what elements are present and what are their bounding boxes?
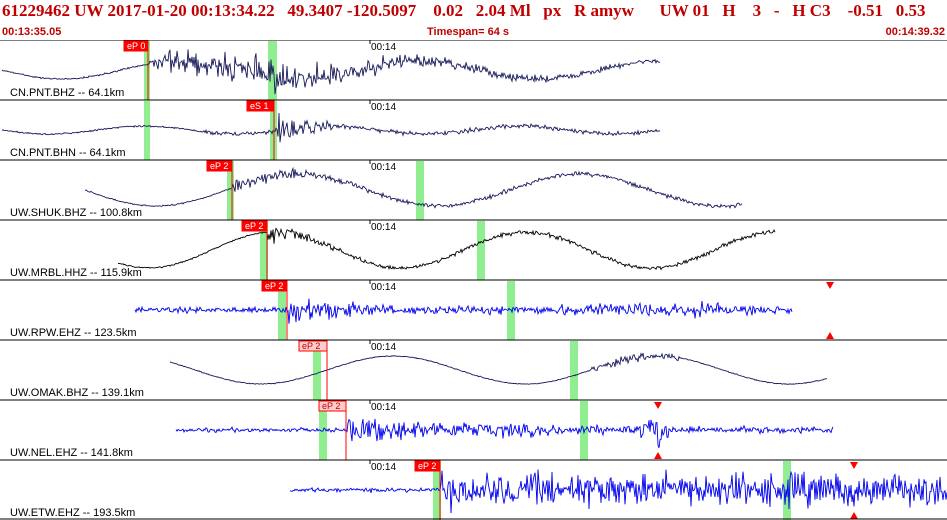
event-title: 61229462 UW 2017-01-20 00:13:34.22 49.34…: [2, 1, 926, 20]
time-mark-label: 00:14: [371, 42, 396, 53]
phase-window-marker: [260, 221, 268, 280]
phase-window-marker: [278, 281, 286, 340]
station-label: UW.OMAK.BHZ -- 139.1km: [10, 387, 144, 399]
trace-row[interactable]: 00:14 eP 0 CN.PNT.BHZ -- 64.1km: [0, 40, 947, 100]
trace-row[interactable]: 00:14 eP 2 UW.RPW.EHZ -- 123.5km: [0, 279, 947, 340]
waveform: [117, 227, 776, 271]
waveform: [175, 418, 834, 448]
waveform: [169, 352, 828, 385]
time-mark-label: 00:14: [371, 402, 396, 413]
waveform: [84, 166, 743, 209]
time-mark-label: 00:14: [371, 222, 396, 233]
pick-label: eP 2: [418, 461, 436, 471]
trace-row[interactable]: 00:14 eP 2 UW.OMAK.BHZ -- 139.1km: [0, 339, 947, 400]
pick-label: eS 1: [250, 101, 269, 111]
waveform: [1, 49, 661, 95]
seismogram-panel[interactable]: 00:14 eP 0 CN.PNT.BHZ -- 64.1km 00:14 eS 1 CN…: [0, 40, 947, 520]
phase-window-marker: [570, 341, 578, 400]
trace-row[interactable]: 00:14 eP 2 UW.MRBL.HHZ -- 115.9km: [0, 219, 947, 280]
trace-row[interactable]: 00:14 eS 1 CN.PNT.BHN -- 64.1km: [0, 99, 947, 160]
pick-label: eP 0: [127, 41, 145, 51]
pick-label: eP 2: [245, 221, 263, 231]
station-label: UW.SHUK.BHZ -- 100.8km: [10, 207, 142, 219]
pick-label: eP 2: [322, 401, 340, 411]
time-mark-label: 00:14: [371, 282, 396, 293]
trace-row[interactable]: 00:14 eP 2 UW.ETW.EHZ -- 193.5km: [0, 459, 947, 520]
pick-label: eP 2: [302, 341, 320, 351]
station-label: CN.PNT.BHN -- 64.1km: [10, 147, 126, 159]
phase-window-marker: [433, 461, 441, 520]
phase-window-marker: [416, 161, 424, 220]
phase-window-marker: [313, 341, 321, 400]
time-mark-label: 00:14: [371, 162, 396, 173]
amplitude-marker-icon: [654, 452, 662, 459]
amplitude-marker-icon: [850, 462, 858, 469]
station-label: UW.NEL.EHZ -- 141.8km: [10, 447, 133, 459]
waveform: [289, 469, 947, 514]
end-time: 00:14:39.32: [885, 26, 945, 38]
station-label: UW.RPW.EHZ -- 123.5km: [10, 327, 137, 339]
amplitude-marker-icon: [826, 332, 834, 339]
phase-window-marker: [477, 221, 485, 280]
waveform: [1, 112, 661, 143]
phase-window-marker: [227, 161, 234, 220]
station-label: UW.MRBL.HHZ -- 115.9km: [10, 267, 142, 279]
pick-label: eP 2: [265, 281, 283, 291]
header-bar: 61229462 UW 2017-01-20 00:13:34.22 49.34…: [0, 0, 947, 40]
phase-window-marker: [144, 101, 150, 160]
timespan-label: Timespan= 64 s: [427, 26, 510, 38]
station-label: CN.PNT.BHZ -- 64.1km: [10, 87, 124, 99]
phase-window-marker: [144, 41, 150, 100]
trace-row[interactable]: 00:14 eP 2 UW.NEL.EHZ -- 141.8km: [0, 399, 947, 460]
amplitude-marker-icon: [654, 402, 662, 409]
time-mark-label: 00:14: [371, 342, 396, 353]
station-label: UW.ETW.EHZ -- 193.5km: [10, 507, 135, 519]
pick-label: eP 2: [210, 161, 228, 171]
trace-row[interactable]: 00:14 eP 2 UW.SHUK.BHZ -- 100.8km: [0, 159, 947, 220]
amplitude-marker-icon: [826, 282, 834, 289]
amplitude-marker-icon: [850, 512, 858, 519]
time-mark-label: 00:14: [371, 462, 396, 473]
time-mark-label: 00:14: [371, 102, 396, 113]
start-time: 00:13:35.05: [2, 26, 62, 38]
waveform: [134, 298, 793, 324]
